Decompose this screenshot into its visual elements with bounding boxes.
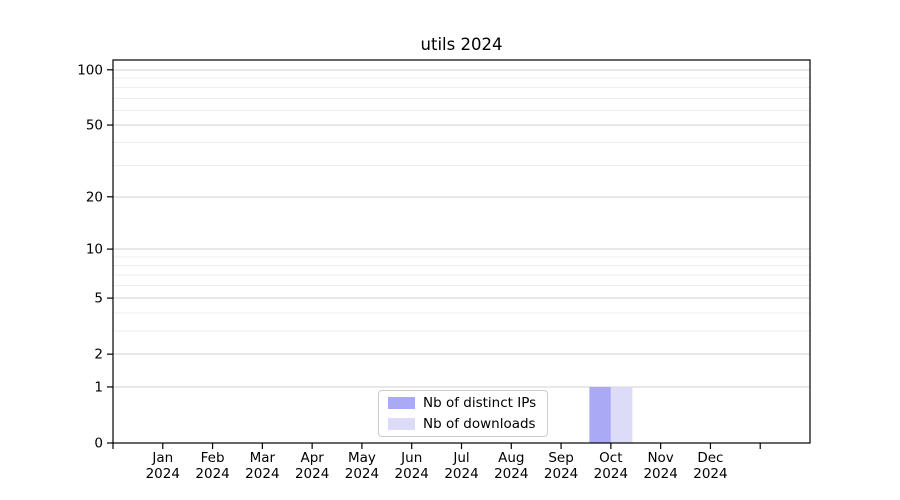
legend-item-distinct-ips: Nb of distinct IPs [388,395,538,411]
bar-downloads [610,386,633,443]
x-tick-label-month: Jun [400,450,422,466]
y-tick-label: 100 [77,62,103,78]
x-tick-label-year: 2024 [693,466,727,482]
axis-ticks-layer [107,69,761,449]
x-tick-label-year: 2024 [544,466,578,482]
y-tick-label: 20 [86,189,103,205]
x-tick-label-year: 2024 [295,466,329,482]
legend-label-distinct-ips: Nb of distinct IPs [423,395,537,411]
x-tick-label-month: Sep [548,450,573,466]
y-tick-label: 1 [94,379,103,395]
bars-layer [589,386,633,443]
x-tick-label-year: 2024 [146,466,180,482]
legend-item-downloads: Nb of downloads [388,416,538,432]
legend: Nb of distinct IPs Nb of downloads [378,390,548,437]
y-tick-label: 0 [94,436,103,452]
x-tick-label-month: Jul [452,450,469,466]
x-tick-label-month: May [348,450,376,466]
x-tick-label-month: Nov [647,450,673,466]
x-tick-label-month: Jan [151,450,173,466]
x-tick-label-year: 2024 [395,466,429,482]
x-tick-label-year: 2024 [245,466,279,482]
axis-labels-layer: 0125102050100Jan2024Feb2024Mar2024Apr202… [77,62,727,482]
x-tick-label-year: 2024 [195,466,229,482]
x-tick-label-month: Dec [697,450,723,466]
y-tick-label: 10 [86,242,103,258]
x-tick-label-month: Mar [250,450,276,466]
x-tick-label-year: 2024 [643,466,677,482]
gridlines-layer [113,69,810,388]
legend-swatch-distinct-ips [388,397,415,409]
bar-distinct-ips [589,386,611,443]
y-tick-label: 50 [86,118,103,134]
legend-label-downloads: Nb of downloads [423,416,536,432]
legend-swatch-downloads [388,418,415,430]
x-tick-label-month: Oct [599,450,622,466]
x-tick-label-month: Aug [498,450,524,466]
plot-border [112,59,811,444]
x-tick-label-year: 2024 [345,466,379,482]
chart-title: utils 2024 [420,35,503,54]
x-tick-label-year: 2024 [594,466,628,482]
x-tick-label-month: Feb [201,450,225,466]
x-tick-label-year: 2024 [494,466,528,482]
y-tick-label: 2 [94,347,103,363]
x-tick-label-month: Apr [300,450,324,466]
x-tick-label-year: 2024 [444,466,478,482]
y-tick-label: 5 [94,291,103,307]
